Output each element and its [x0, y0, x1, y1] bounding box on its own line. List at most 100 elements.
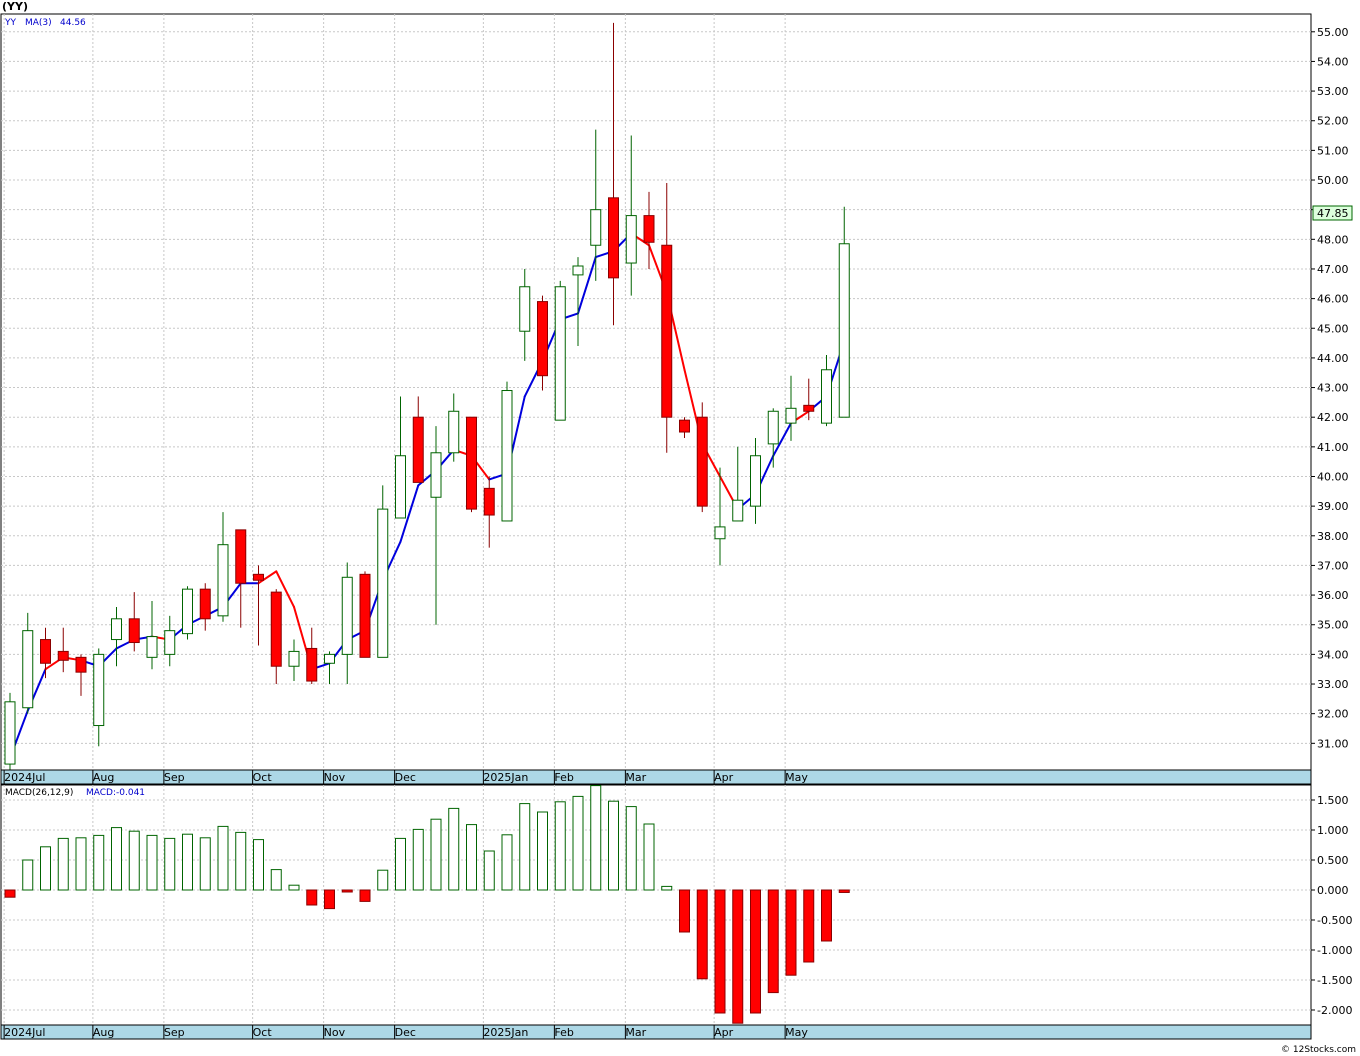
candle	[111, 606, 122, 667]
candle	[341, 562, 353, 685]
price-x-axis: 2024Jul Aug Sep Oct Nov Dec 2025Jan Feb Mar Apr Ma…	[3, 770, 808, 784]
price-x-tick-label: Mar	[625, 771, 646, 784]
candle-body	[359, 573, 371, 658]
macd-bar	[359, 889, 371, 902]
macd-bar	[22, 859, 34, 891]
candle-body	[732, 499, 744, 522]
macd-x-tick-label: May	[785, 1026, 808, 1039]
macd-bar	[146, 834, 158, 891]
price-y-tick-label: 54.00	[1317, 55, 1349, 68]
macd-bar	[341, 889, 353, 893]
macd-y-tick-label: 1.500	[1317, 794, 1349, 807]
price-y-tick-label: 50.00	[1317, 174, 1349, 187]
macd-bar	[93, 834, 105, 891]
candle-body	[643, 215, 655, 243]
candle-body	[412, 416, 424, 483]
candle-body	[821, 369, 832, 424]
macd-bar	[412, 828, 424, 891]
macd-plot-area	[0, 784, 1312, 1026]
candle	[164, 615, 176, 667]
candle	[288, 639, 300, 682]
macd-x-tick-label: Mar	[625, 1026, 646, 1039]
macd-x-axis-band	[0, 1024, 1312, 1040]
macd-bar	[466, 824, 477, 891]
price-y-tick-label: 40.00	[1317, 470, 1349, 483]
candle	[803, 378, 815, 421]
candle	[661, 182, 673, 453]
candle	[643, 191, 655, 269]
price-x-tick-label: Sep	[164, 771, 185, 784]
macd-bar	[217, 825, 229, 891]
candle-body	[324, 653, 335, 664]
candle	[608, 22, 619, 326]
macd-bar	[838, 889, 850, 893]
macd-bar	[803, 889, 815, 963]
price-x-tick-label: Feb	[554, 771, 573, 784]
macd-bar	[554, 801, 566, 891]
price-y-tick-label: 33.00	[1317, 678, 1349, 691]
price-y-tick-label: 43.00	[1317, 382, 1349, 395]
candle	[448, 393, 460, 462]
macd-bar	[643, 823, 655, 891]
macd-bar	[270, 869, 282, 891]
macd-bar	[111, 827, 122, 891]
macd-bar	[572, 795, 584, 891]
price-legend-ticker: YY	[4, 18, 16, 28]
macd-bar	[483, 850, 495, 891]
candle	[22, 612, 34, 714]
price-legend-ma-label: MA(3)	[25, 18, 52, 28]
macd-bar	[767, 889, 779, 994]
price-x-tick-label: Apr	[714, 771, 734, 784]
macd-x-tick-label: Dec	[395, 1026, 416, 1039]
candle-body	[22, 630, 34, 709]
candle	[750, 437, 761, 524]
macd-panel: -2.000 -1.500 -1.000 -0.500 0.000 0.500 1.000 1…	[0, 784, 1352, 1040]
candle	[253, 565, 264, 646]
candle-body	[750, 455, 761, 507]
candle	[4, 692, 16, 770]
candle	[182, 586, 193, 640]
price-y-tick-label: 48.00	[1317, 233, 1349, 246]
price-y-tick-label: 42.00	[1317, 411, 1349, 424]
symbol-label: (YY)	[2, 0, 28, 13]
price-x-tick-label: Nov	[324, 771, 346, 784]
ma-segment	[275, 570, 295, 608]
price-plot-area	[0, 13, 1312, 771]
price-x-tick-label: 2025Jan	[483, 771, 528, 784]
macd-bar	[182, 833, 193, 891]
candle-body	[767, 410, 779, 445]
price-panel: 31.00 32.00 33.00 34.00 35.00 36.00 37.00 38.00…	[0, 13, 1353, 785]
candle-body	[253, 573, 264, 581]
candle-body	[448, 410, 460, 454]
candle-body	[217, 544, 229, 617]
macd-bar	[821, 889, 832, 942]
price-y-tick-label: 34.00	[1317, 648, 1349, 661]
price-y-tick-label: 37.00	[1317, 559, 1349, 572]
price-grid	[1, 14, 1311, 770]
macd-bar	[537, 811, 548, 891]
candle-body	[714, 526, 726, 540]
candle-body	[466, 416, 477, 510]
candle	[572, 257, 584, 347]
candle	[537, 295, 548, 391]
macd-bar	[57, 837, 69, 891]
candle	[377, 485, 389, 658]
candle	[625, 135, 637, 296]
last-price-label: 47.85	[1317, 207, 1349, 220]
candle	[40, 627, 51, 679]
candle	[767, 408, 779, 468]
price-x-tick-label: Dec	[395, 771, 416, 784]
candle-body	[4, 701, 16, 765]
macd-y-tick-label: -0.500	[1317, 914, 1352, 927]
ma-segment	[257, 570, 278, 585]
candle-body	[199, 588, 211, 620]
candle-body	[483, 487, 495, 516]
candle	[430, 426, 442, 625]
macd-y-tick-label: -1.500	[1317, 974, 1352, 987]
candle-body	[554, 286, 566, 421]
macd-y-tick-label: -2.000	[1317, 1004, 1352, 1017]
macd-bar	[448, 807, 460, 891]
candle	[679, 417, 690, 438]
macd-bar	[590, 785, 602, 891]
